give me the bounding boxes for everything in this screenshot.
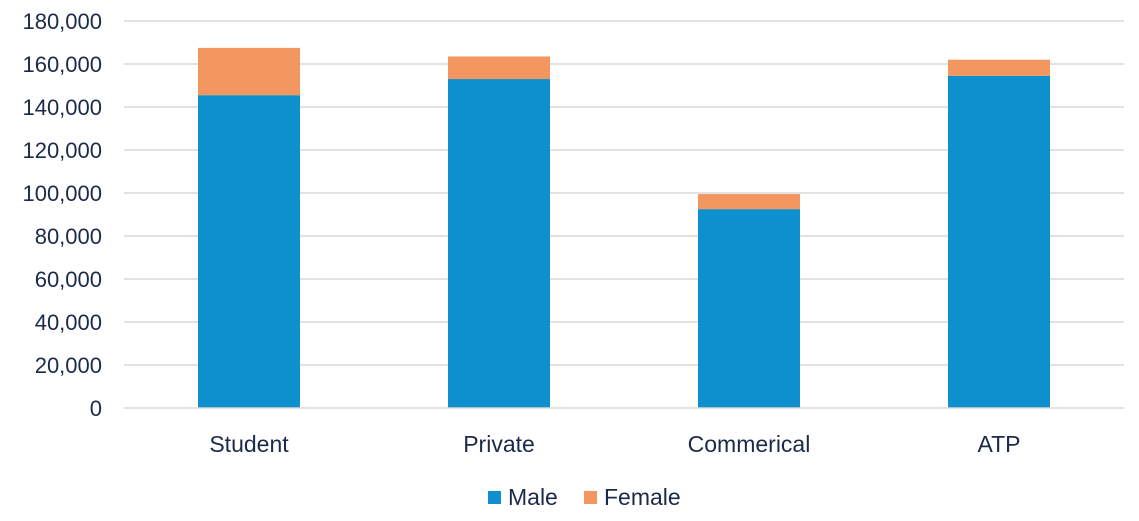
y-tick-label: 20,000 [35,353,102,378]
bar-male-private [448,79,550,409]
x-category-label: Commerical [688,431,811,457]
bar-male-atp [948,75,1050,408]
bar-female-commerical [698,194,800,210]
y-tick-label: 120,000 [22,138,102,163]
bar-female-student [198,47,300,96]
bar-female-private [448,56,550,80]
bar-male-student [198,95,300,409]
y-tick-label: 80,000 [35,224,102,249]
y-tick-label: 60,000 [35,267,102,292]
y-tick-label: 100,000 [22,181,102,206]
y-axis-ticks: 0 20,000 40,000 60,000 80,000 100,000 120,000 1… [22,9,102,421]
y-tick-label: 0 [90,396,102,421]
y-tick-label: 140,000 [22,95,102,120]
legend-label-female: Female [604,484,681,510]
bar-male-commerical [698,209,800,408]
legend: Male Female [488,484,681,510]
y-tick-label: 40,000 [35,310,102,335]
bars [198,47,1050,409]
y-tick-label: 160,000 [22,52,102,77]
bar-female-atp [948,59,1050,76]
legend-swatch-female [584,491,597,504]
x-category-label: Student [209,431,289,457]
legend-swatch-male [488,491,501,504]
x-axis-category-labels: Student Private Commerical ATP [209,431,1020,457]
legend-label-male: Male [508,484,558,510]
x-category-label: ATP [977,431,1020,457]
y-tick-label: 180,000 [22,9,102,34]
x-category-label: Private [463,431,535,457]
